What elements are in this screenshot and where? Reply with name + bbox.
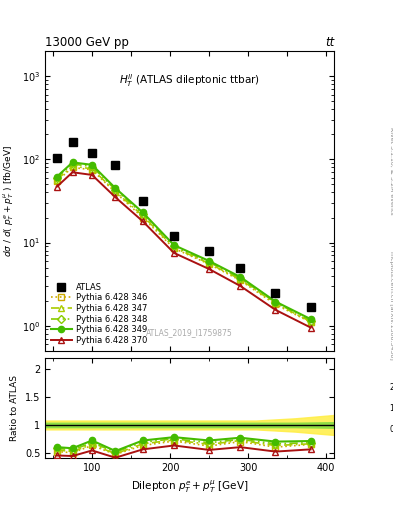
Pythia 6.428 346 xyxy=(308,319,313,325)
Pythia 6.428 349 xyxy=(308,316,313,322)
Pythia 6.428 349 xyxy=(70,159,75,165)
Pythia 6.428 348 xyxy=(172,243,176,249)
Pythia 6.428 346 xyxy=(140,215,145,221)
Pythia 6.428 348 xyxy=(308,317,313,324)
Legend: ATLAS, Pythia 6.428 346, Pythia 6.428 347, Pythia 6.428 348, Pythia 6.428 349, P: ATLAS, Pythia 6.428 346, Pythia 6.428 34… xyxy=(50,281,149,347)
Pythia 6.428 348 xyxy=(113,187,118,193)
Text: mcplots.cern.ch [arXiv:1306.3436]: mcplots.cern.ch [arXiv:1306.3436] xyxy=(389,251,393,360)
Pythia 6.428 347 xyxy=(273,301,278,307)
ATLAS xyxy=(207,247,211,253)
Pythia 6.428 347 xyxy=(308,318,313,325)
Pythia 6.428 370 xyxy=(308,325,313,331)
Pythia 6.428 349 xyxy=(172,242,176,248)
Text: Rivet 3.1.10, ≥ 3.2M events: Rivet 3.1.10, ≥ 3.2M events xyxy=(389,127,393,215)
Pythia 6.428 370 xyxy=(207,266,211,272)
Line: Pythia 6.428 346: Pythia 6.428 346 xyxy=(54,164,314,325)
Y-axis label: $d\sigma$ / $d$( $p_T^e + p_T^{\mu}$ ) [fb/GeV]: $d\sigma$ / $d$( $p_T^e + p_T^{\mu}$ ) [… xyxy=(2,145,17,257)
ATLAS xyxy=(238,265,243,271)
Y-axis label: Ratio to ATLAS: Ratio to ATLAS xyxy=(10,375,19,441)
Pythia 6.428 347 xyxy=(90,166,94,172)
Pythia 6.428 348 xyxy=(238,275,243,282)
Pythia 6.428 346 xyxy=(172,245,176,251)
Pythia 6.428 349 xyxy=(90,162,94,168)
Pythia 6.428 346 xyxy=(273,302,278,308)
Pythia 6.428 348 xyxy=(207,259,211,265)
Pythia 6.428 349 xyxy=(113,185,118,191)
Pythia 6.428 347 xyxy=(172,245,176,251)
Pythia 6.428 370 xyxy=(90,172,94,178)
Pythia 6.428 349 xyxy=(238,274,243,280)
ATLAS xyxy=(308,304,313,310)
X-axis label: Dilepton $p_T^e + p_T^{\mu}$ [GeV]: Dilepton $p_T^e + p_T^{\mu}$ [GeV] xyxy=(131,479,248,495)
Pythia 6.428 346 xyxy=(70,164,75,170)
Pythia 6.428 370 xyxy=(70,169,75,175)
Pythia 6.428 349 xyxy=(140,209,145,216)
Pythia 6.428 370 xyxy=(113,194,118,200)
Pythia 6.428 346 xyxy=(238,278,243,284)
Pythia 6.428 347 xyxy=(207,261,211,267)
Pythia 6.428 370 xyxy=(55,184,59,190)
Pythia 6.428 348 xyxy=(273,300,278,306)
Pythia 6.428 348 xyxy=(70,161,75,167)
ATLAS xyxy=(140,198,145,204)
Pythia 6.428 349 xyxy=(55,174,59,180)
Pythia 6.428 370 xyxy=(273,307,278,313)
Pythia 6.428 346 xyxy=(113,189,118,196)
Pythia 6.428 347 xyxy=(113,188,118,195)
Pythia 6.428 348 xyxy=(55,175,59,181)
Text: tt: tt xyxy=(325,36,334,49)
ATLAS xyxy=(273,289,278,295)
Line: ATLAS: ATLAS xyxy=(53,138,315,311)
ATLAS xyxy=(55,155,59,161)
Pythia 6.428 370 xyxy=(238,283,243,289)
Line: Pythia 6.428 370: Pythia 6.428 370 xyxy=(54,169,314,331)
Pythia 6.428 346 xyxy=(55,178,59,184)
Text: 13000 GeV pp: 13000 GeV pp xyxy=(45,36,129,49)
Line: Pythia 6.428 349: Pythia 6.428 349 xyxy=(54,159,314,322)
ATLAS xyxy=(90,150,94,156)
Text: 2

1

0.5: 2 1 0.5 xyxy=(389,383,393,434)
Pythia 6.428 346 xyxy=(207,261,211,267)
Pythia 6.428 347 xyxy=(55,177,59,183)
Pythia 6.428 370 xyxy=(172,250,176,256)
Line: Pythia 6.428 348: Pythia 6.428 348 xyxy=(54,161,313,324)
Text: ATLAS_2019_I1759875: ATLAS_2019_I1759875 xyxy=(146,328,233,337)
ATLAS xyxy=(113,162,118,168)
Pythia 6.428 347 xyxy=(238,276,243,283)
ATLAS xyxy=(172,233,176,239)
Pythia 6.428 348 xyxy=(140,211,145,217)
Line: Pythia 6.428 347: Pythia 6.428 347 xyxy=(54,163,314,325)
Pythia 6.428 349 xyxy=(273,298,278,305)
Pythia 6.428 347 xyxy=(70,163,75,169)
Pythia 6.428 370 xyxy=(140,218,145,224)
ATLAS xyxy=(70,139,75,145)
Pythia 6.428 346 xyxy=(90,167,94,173)
Pythia 6.428 347 xyxy=(140,212,145,219)
Pythia 6.428 349 xyxy=(207,258,211,264)
Pythia 6.428 348 xyxy=(90,163,94,169)
Text: $H_T^{ll}$ (ATLAS dileptonic ttbar): $H_T^{ll}$ (ATLAS dileptonic ttbar) xyxy=(119,72,260,89)
